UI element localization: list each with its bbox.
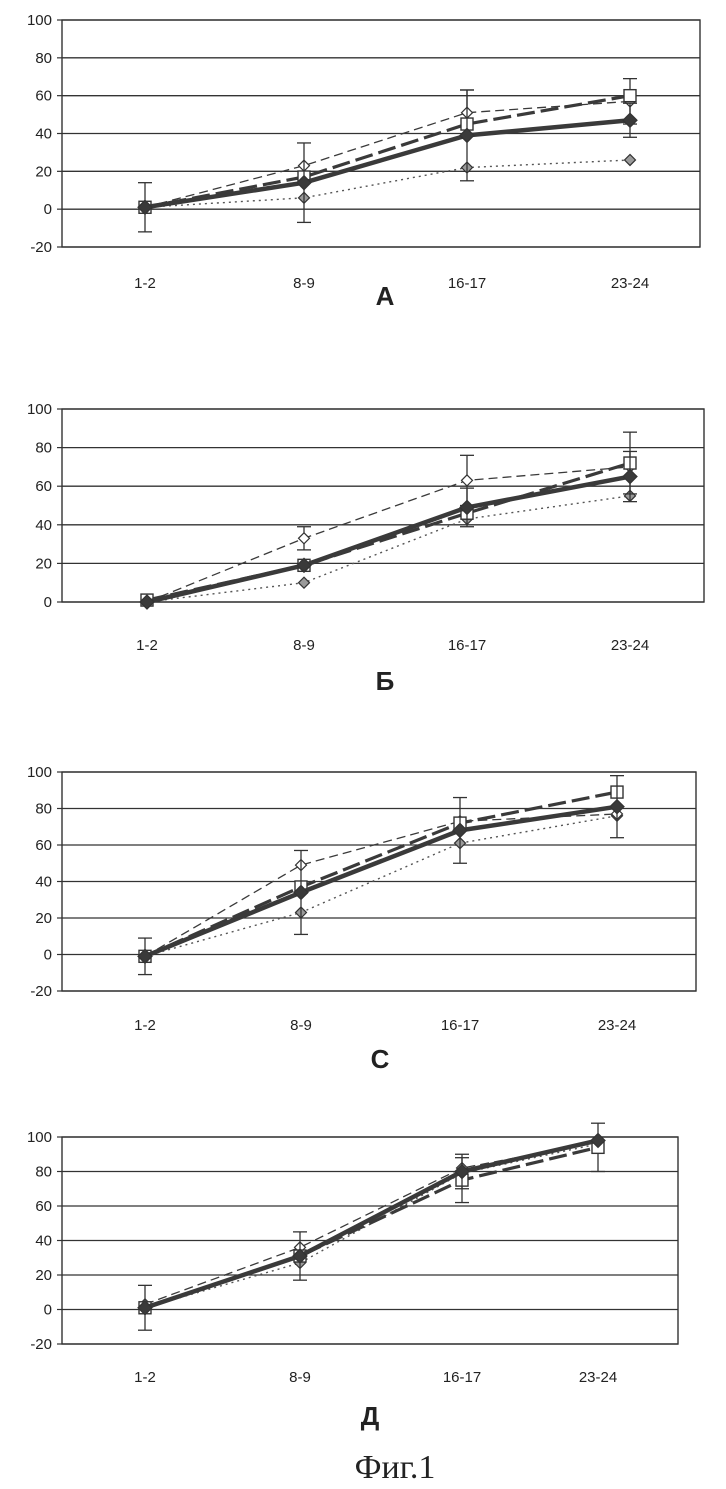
y-tick-label: 80 <box>35 801 52 818</box>
y-tick-label: 80 <box>35 440 52 457</box>
x-tick-label: 16-17 <box>443 1369 481 1386</box>
series-line <box>145 96 630 208</box>
y-tick-label: 20 <box>35 555 52 572</box>
y-tick-label: -20 <box>30 239 52 256</box>
panel-label: Б <box>376 666 395 696</box>
panel-label: Д <box>361 1401 380 1431</box>
x-tick-label: 8-9 <box>290 1017 312 1034</box>
y-tick-label: -20 <box>30 1336 52 1353</box>
series-thick-solid-filled-diamond <box>140 451 637 609</box>
data-point-diamond <box>299 577 310 588</box>
x-tick-label: 16-17 <box>441 1017 479 1034</box>
x-tick-label: 23-24 <box>611 637 649 654</box>
series-thick-solid-filled-diamond <box>138 90 637 232</box>
y-tick-label: 0 <box>44 201 52 218</box>
series-line <box>147 463 630 600</box>
x-tick-label: 16-17 <box>448 637 486 654</box>
x-tick-label: 1-2 <box>136 637 158 654</box>
y-tick-label: 40 <box>35 874 52 891</box>
y-tick-label: 60 <box>35 88 52 105</box>
series-line <box>145 816 617 957</box>
x-tick-label: 8-9 <box>293 637 315 654</box>
y-tick-label: 80 <box>35 1164 52 1181</box>
series-dash-open-diamond <box>140 808 623 961</box>
data-point-diamond <box>625 154 636 165</box>
x-tick-label: 23-24 <box>579 1369 617 1386</box>
y-tick-label: 100 <box>27 12 52 29</box>
chart-panel-4: 100 80 60 40 20 0 -20 1-2 8-9 16-17 23-24 Д <box>27 1123 678 1431</box>
y-tick-label: 60 <box>35 478 52 495</box>
y-tick-label: 40 <box>35 1233 52 1250</box>
x-tick-label: 1-2 <box>134 1017 156 1034</box>
series-line <box>145 101 630 207</box>
panel-label: С <box>371 1044 390 1074</box>
y-tick-label: 0 <box>44 947 52 964</box>
x-tick-label: 23-24 <box>611 275 649 292</box>
x-tick-label: 8-9 <box>289 1369 311 1386</box>
y-tick-label: 0 <box>44 594 52 611</box>
x-tick-label: 8-9 <box>293 275 315 292</box>
figure-caption: Фиг.1 <box>355 1449 436 1486</box>
series-dotted-gray-diamond <box>140 154 636 212</box>
x-tick-label: 1-2 <box>134 1369 156 1386</box>
x-tick-label: 16-17 <box>448 275 486 292</box>
y-tick-label: 20 <box>35 163 52 180</box>
y-tick-label: 100 <box>27 1129 52 1146</box>
y-tick-label: 20 <box>35 910 52 927</box>
y-tick-label: 100 <box>27 401 52 418</box>
y-tick-label: 0 <box>44 1302 52 1319</box>
chart-panel-2: 100 80 60 40 20 0 1-2 8-9 16-17 23-24 Б <box>27 401 704 696</box>
data-point-square <box>624 90 636 102</box>
x-tick-label: 23-24 <box>598 1017 636 1034</box>
panel-label: А <box>376 281 395 311</box>
chart-panel-3: 100 80 60 40 20 0 -20 1-2 8-9 16-17 23-24 С <box>27 764 696 1074</box>
data-point-diamond <box>623 470 637 484</box>
y-tick-label: 100 <box>27 764 52 781</box>
y-tick-label: 40 <box>35 126 52 143</box>
y-tick-label: -20 <box>30 983 52 1000</box>
data-point-diamond <box>299 533 310 544</box>
x-tick-label: 1-2 <box>134 275 156 292</box>
series-dotted-gray-diamond <box>140 810 623 962</box>
data-point-diamond <box>610 800 624 814</box>
y-tick-label: 20 <box>35 1267 52 1284</box>
plot-frame <box>62 409 704 602</box>
y-tick-label: 60 <box>35 837 52 854</box>
data-point-diamond <box>623 113 637 127</box>
series-long-dash-square <box>139 786 623 962</box>
y-tick-label: 40 <box>35 517 52 534</box>
series-dash-open-diamond <box>140 79 638 213</box>
data-point-diamond <box>462 475 473 486</box>
series-line <box>145 814 617 956</box>
y-tick-label: 60 <box>35 1198 52 1215</box>
series-line <box>145 160 630 207</box>
series-long-dash-square <box>141 432 637 606</box>
chart-panel-1: 100 80 60 40 20 0 -20 1-2 8-9 16-17 23-24 А <box>27 12 700 311</box>
y-tick-label: 80 <box>35 50 52 67</box>
